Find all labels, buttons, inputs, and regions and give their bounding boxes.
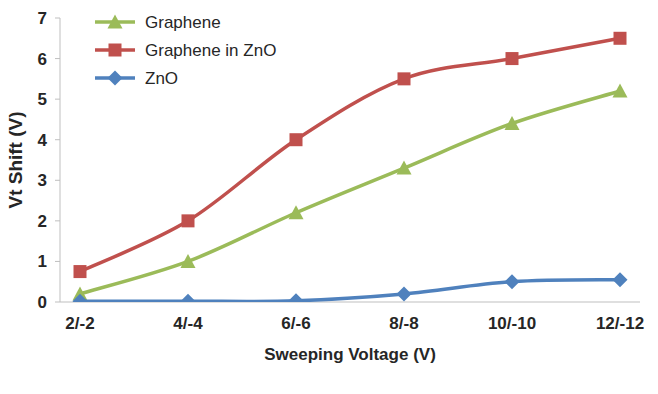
x-axis-title: Sweeping Voltage (V) [264,345,436,364]
series-marker [614,32,627,45]
series-line [80,38,620,271]
legend-label: Graphene [145,13,221,32]
series-marker [289,293,304,302]
y-tick-label: 1 [38,252,47,271]
series-marker [290,133,303,146]
series-marker [397,161,412,175]
series-marker [397,286,412,301]
y-tick-label: 0 [38,293,47,312]
y-tick [55,58,60,59]
legend-marker [108,15,123,29]
y-tick [55,139,60,140]
legend-marker [109,44,122,57]
y-tick [55,18,60,19]
series-marker [181,254,196,268]
series-marker [506,52,519,65]
y-tick-label: 5 [38,90,47,109]
series-marker [398,72,411,85]
legend: Graphene Graphene in ZnO ZnO [95,13,276,88]
x-tick-label: 2/-2 [65,314,94,333]
series-marker [74,265,87,278]
y-tick [55,261,60,262]
y-tick [55,302,60,303]
legend-marker [108,71,123,86]
legend-label: Graphene in ZnO [145,41,276,60]
series-marker [182,214,195,227]
series-marker [181,294,196,302]
y-tick [55,220,60,221]
plot-area [73,32,628,302]
legend-label: ZnO [145,69,178,88]
series-marker [613,84,628,98]
y-tick [55,99,60,100]
series-marker [73,294,88,302]
x-tick-label: 10/-10 [488,314,536,333]
series-marker [289,205,304,219]
x-tick-label: 6/-6 [281,314,310,333]
x-tick-label: 12/-12 [596,314,644,333]
y-tick-label: 6 [38,50,47,69]
series-marker [505,116,520,130]
x-tick-label: 4/-4 [173,314,203,333]
series-marker [505,274,520,289]
chart-svg: 0 1 2 3 4 5 6 7 2/-2 4/-4 6/-6 8/-8 10/-10 12/-12 Swee… [0,0,658,394]
x-tick-label: 8/-8 [389,314,418,333]
chart-container: 0 1 2 3 4 5 6 7 2/-2 4/-4 6/-6 8/-8 10/-10 12/-12 Swee… [0,0,658,394]
y-tick-label: 4 [38,131,48,150]
y-tick-label: 7 [38,9,47,28]
y-tick-label: 3 [38,171,47,190]
y-axis-line [60,18,61,302]
y-tick-label: 2 [38,212,47,231]
y-axis-title: Vt Shift (V) [5,111,26,208]
series-line [80,280,620,302]
series-line [80,91,620,294]
series-marker [613,272,628,287]
y-tick [55,180,60,181]
